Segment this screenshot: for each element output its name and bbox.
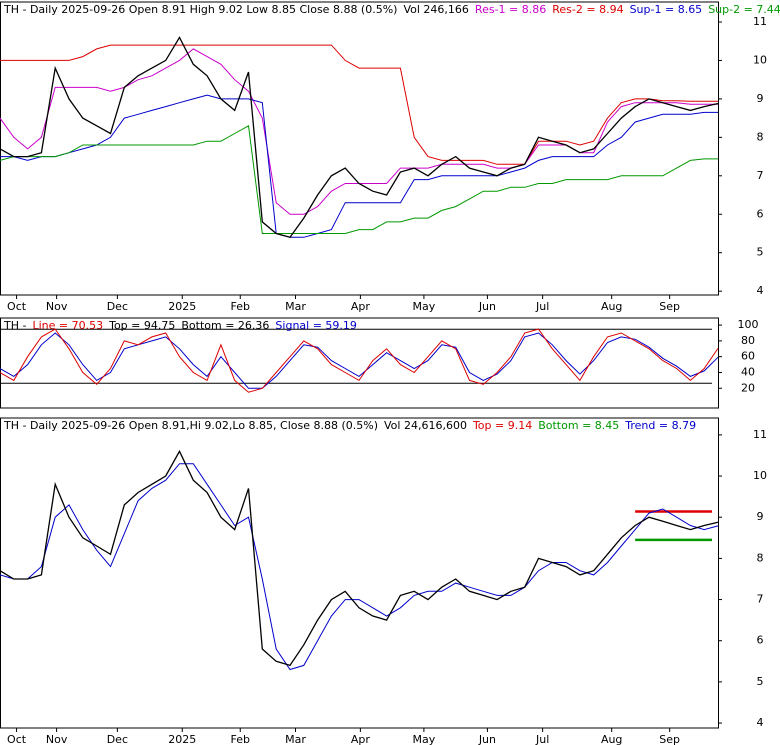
- series-line: [0, 328, 719, 393]
- x-tick-label: Oct: [7, 733, 27, 745]
- y-tick-label: 80: [741, 334, 755, 347]
- y-tick-label: 4: [757, 716, 764, 729]
- x-tick-label: Sep: [659, 733, 680, 745]
- y-tick-label: 7: [757, 169, 764, 182]
- x-tick-label: Feb: [231, 300, 250, 313]
- panel-frame: [0, 417, 719, 729]
- y-tick-label: 5: [757, 675, 764, 688]
- header-item: TH -: [3, 319, 26, 332]
- x-tick-label: 2025: [168, 733, 196, 745]
- y-tick-label: 9: [757, 92, 764, 105]
- x-tick-label: Jun: [478, 300, 496, 313]
- x-tick-label: Mar: [285, 733, 306, 745]
- header-item: Bottom = 26.36: [181, 319, 269, 332]
- series-line: [0, 36, 719, 239]
- y-tick-label: 40: [741, 365, 755, 378]
- panel-header: TH - Daily 2025-09-26 Open 8.91,Hi 9.02,…: [3, 419, 696, 432]
- series-line: [0, 125, 718, 234]
- header-item: Res-1 = 8.86: [475, 3, 546, 16]
- x-tick-label: 2025: [168, 300, 196, 313]
- y-tick-label: 20: [741, 381, 755, 394]
- x-tick-label: Dec: [107, 300, 128, 313]
- x-tick-label: Aug: [601, 733, 622, 745]
- y-tick-label: 11: [753, 428, 767, 441]
- x-tick-label: Aug: [601, 300, 622, 313]
- header-item: Sup-2 = 7.44: [708, 3, 780, 16]
- header-item: Top = 94.75: [108, 319, 175, 332]
- header-item: TH - Daily 2025-09-26 Open 8.91,Hi 9.02,…: [3, 419, 378, 432]
- x-tick-label: Mar: [285, 300, 306, 313]
- header-item: TH - Daily 2025-09-26 Open 8.91 High 9.0…: [3, 3, 397, 16]
- series-line: [0, 332, 719, 389]
- x-tick-label: Dec: [107, 733, 128, 745]
- x-tick-label: May: [413, 733, 436, 745]
- y-tick-label: 5: [757, 246, 764, 259]
- header-item: Res-2 = 8.94: [552, 3, 623, 16]
- header-item: Vol 246,166: [403, 3, 468, 16]
- y-tick-label: 8: [757, 130, 764, 143]
- x-tick-label: Sep: [659, 300, 680, 313]
- x-tick-label: Oct: [7, 300, 27, 313]
- y-tick-label: 6: [757, 634, 764, 647]
- x-tick-label: Apr: [351, 300, 371, 313]
- y-tick-label: 100: [738, 318, 759, 331]
- y-tick-label: 6: [757, 207, 764, 220]
- panel-frame: [0, 317, 719, 409]
- x-tick-label: Apr: [351, 733, 371, 745]
- y-tick-label: 10: [753, 469, 767, 482]
- y-tick-label: 4: [757, 284, 764, 297]
- y-tick-label: 8: [757, 551, 764, 564]
- series-line: [0, 94, 718, 238]
- x-tick-label: Jul: [535, 733, 549, 745]
- header-item: Signal = 59.19: [275, 319, 357, 332]
- x-tick-label: Feb: [231, 733, 250, 745]
- header-item: Trend = 8.79: [624, 419, 696, 432]
- y-tick-label: 11: [753, 15, 767, 28]
- series-line: [0, 463, 719, 671]
- panel-header: TH - Daily 2025-09-26 Open 8.91 High 9.0…: [3, 3, 780, 16]
- x-tick-label: Jul: [535, 300, 549, 313]
- x-tick-label: May: [413, 300, 436, 313]
- y-tick-label: 7: [757, 593, 764, 606]
- series-line: [0, 44, 718, 165]
- y-tick-label: 9: [757, 510, 764, 523]
- x-tick-label: Nov: [46, 300, 68, 313]
- y-tick-label: 10: [753, 53, 767, 66]
- x-tick-label: Nov: [46, 733, 68, 745]
- header-item: Vol 24,616,600: [384, 419, 467, 432]
- header-item: Sup-1 = 8.65: [630, 3, 703, 16]
- x-tick-label: Jun: [478, 733, 496, 745]
- y-tick-label: 60: [741, 350, 755, 363]
- header-item: Bottom = 8.45: [538, 419, 619, 432]
- header-item: Top = 9.14: [472, 419, 532, 432]
- header-item: Line = 70.53: [32, 319, 103, 332]
- series-line: [0, 449, 719, 667]
